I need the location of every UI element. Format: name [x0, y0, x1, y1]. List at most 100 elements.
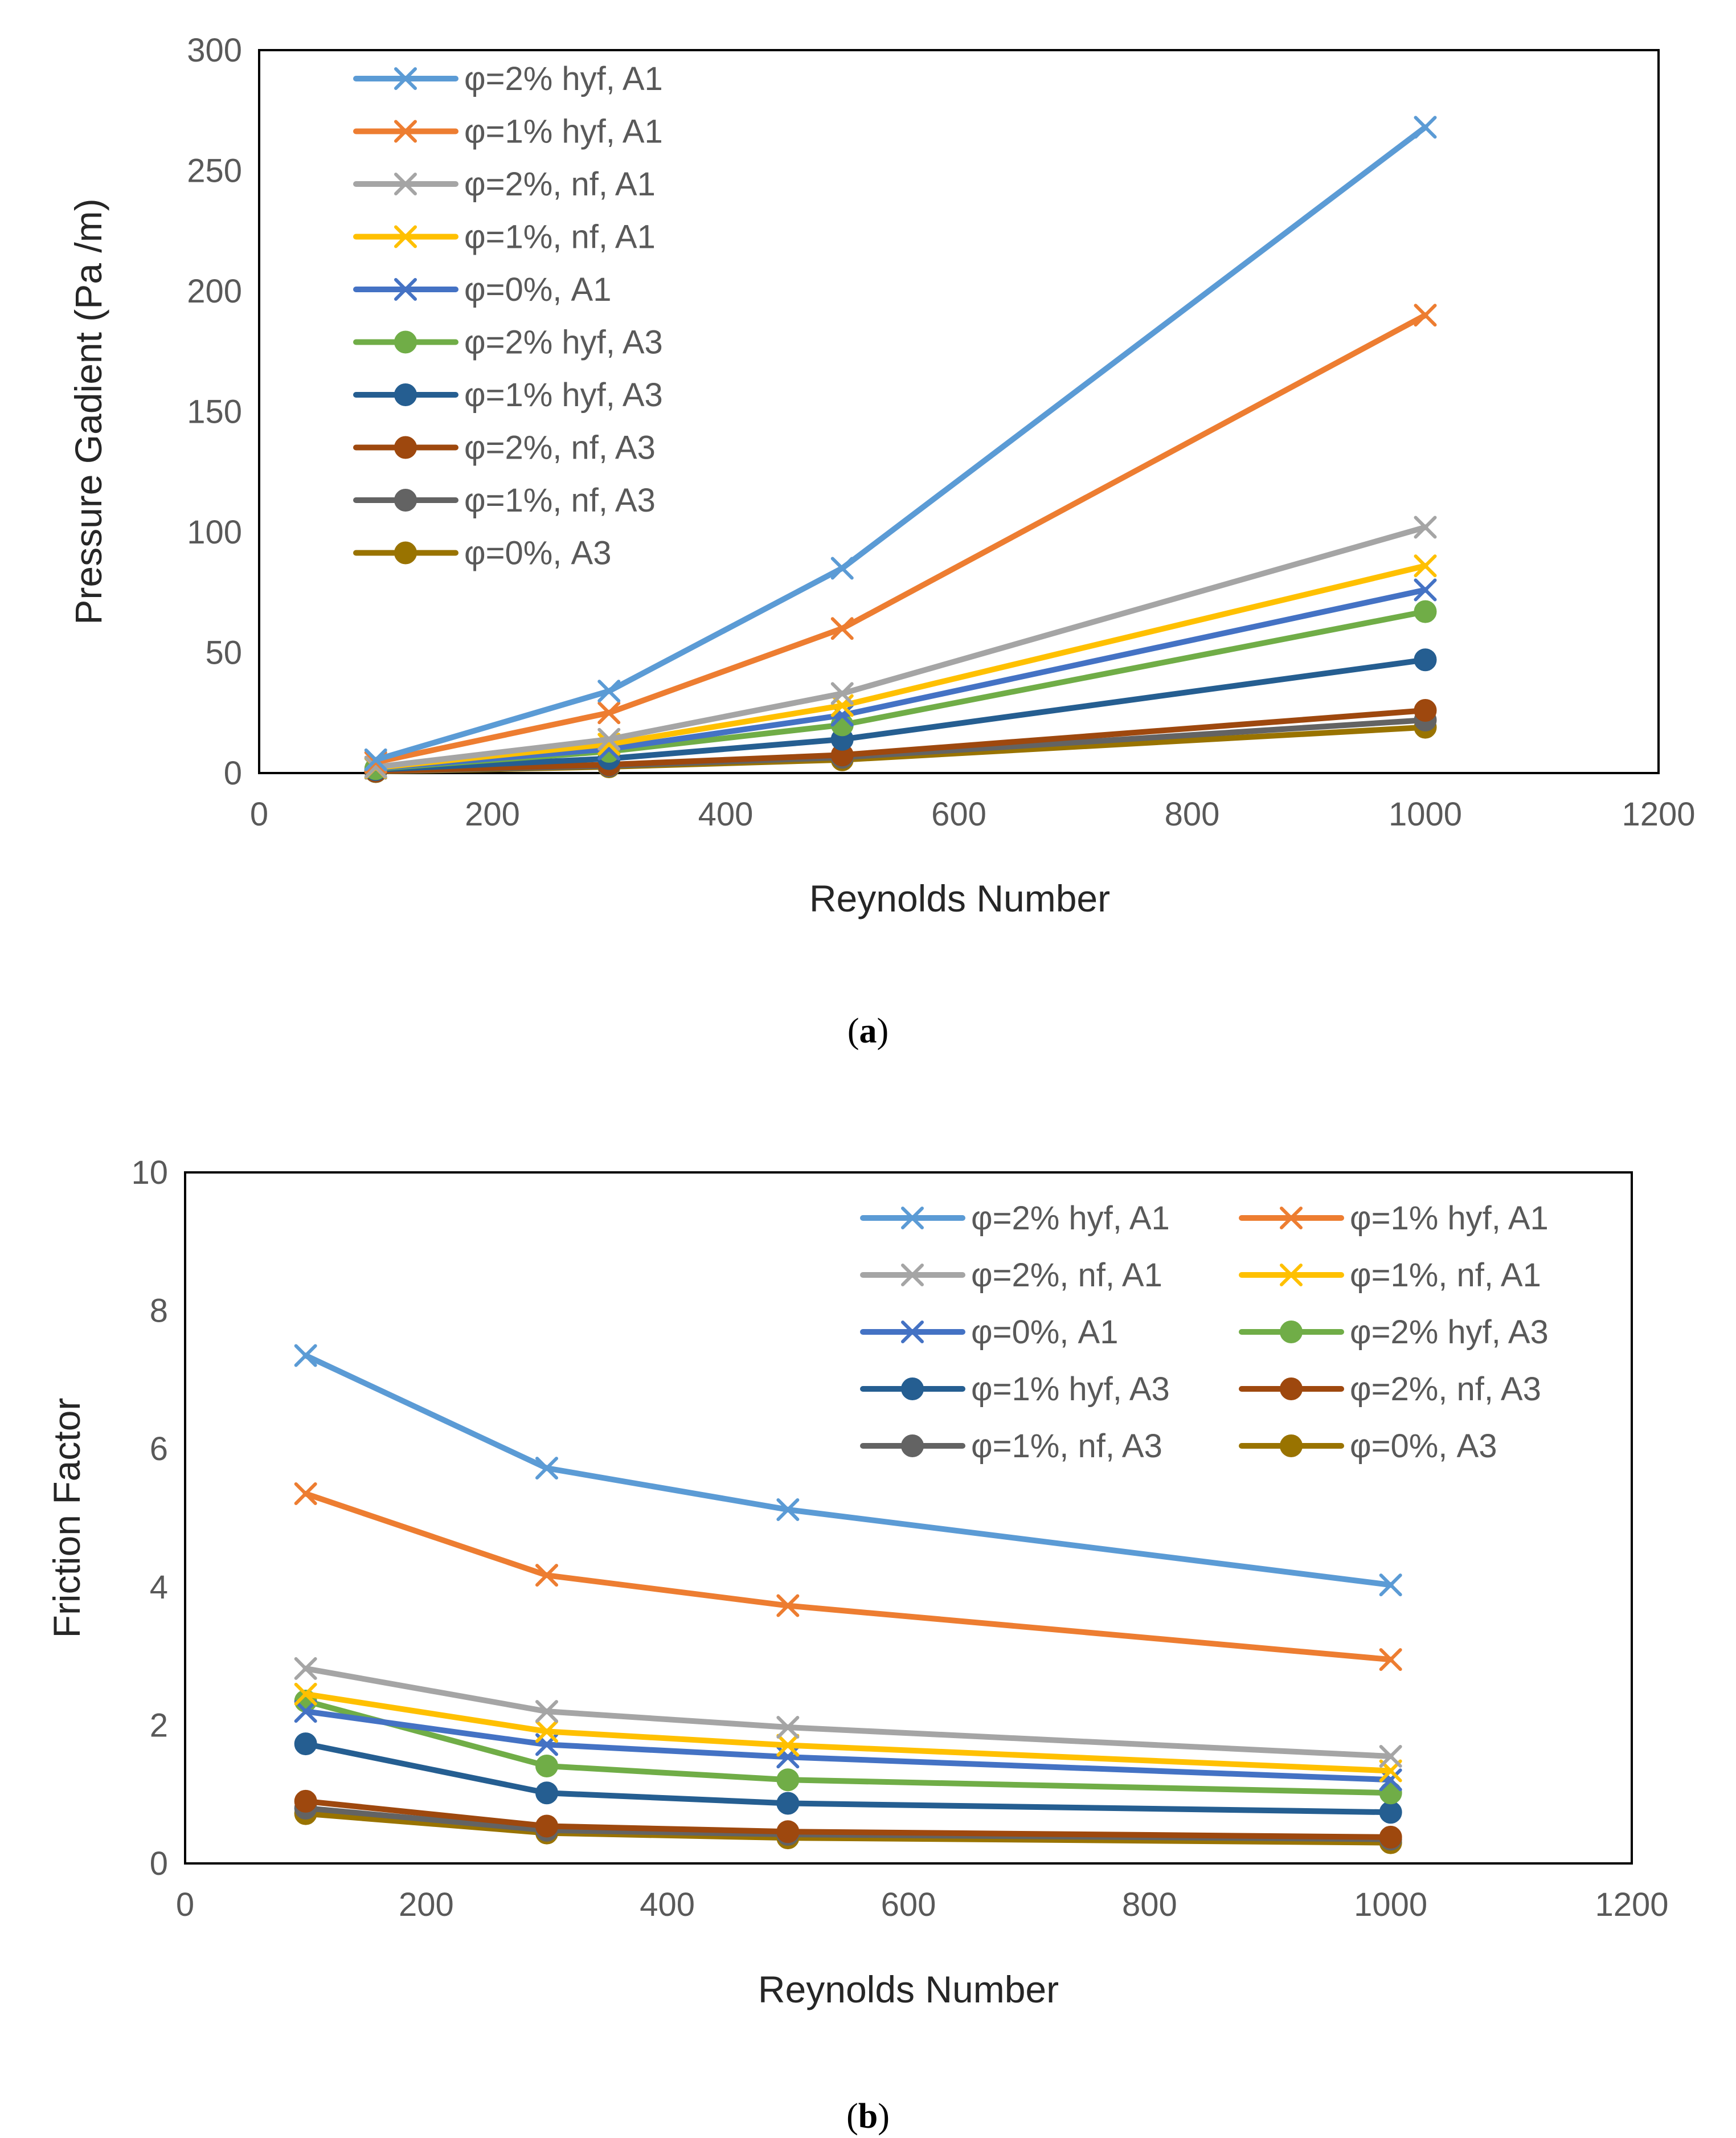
- x-tick-label: 1200: [1622, 796, 1695, 833]
- x-axis-title: Reynolds Number: [758, 1968, 1059, 2010]
- panel-label-letter: a: [859, 1012, 877, 1050]
- legend-label: φ=0%, A1: [971, 1314, 1118, 1351]
- data-point: [1414, 554, 1437, 578]
- data-point: [1379, 1825, 1402, 1849]
- legend-label: φ=2% hyf, A1: [971, 1200, 1170, 1237]
- series-4: [294, 1682, 1402, 1783]
- y-axis-title: Pressure Gadient (Pa /m): [67, 198, 109, 624]
- legend-marker: [901, 1377, 924, 1400]
- legend-label: φ=0%, A3: [464, 535, 611, 572]
- series-line: [302, 1352, 1394, 1588]
- x-axis-title: Reynolds Number: [809, 877, 1110, 919]
- series-3: [294, 1657, 1402, 1768]
- legend-item: φ=1% hyf, A1: [353, 113, 663, 150]
- legend: φ=2% hyf, A1 φ=1% hyf, A1 φ=2%, nf, A1 φ=1%…: [353, 60, 663, 572]
- y-tick-label: 250: [187, 153, 242, 190]
- data-point: [1414, 648, 1437, 672]
- data-point: [776, 1594, 800, 1617]
- data-point: [294, 1732, 317, 1756]
- legend-item: φ=2% hyf, A3: [353, 324, 663, 361]
- data-point: [597, 727, 621, 751]
- legend-marker: [394, 330, 417, 354]
- data-point: [1414, 578, 1437, 602]
- legend-item: φ=0%, A1: [353, 271, 611, 308]
- legend-label: φ=0%, A1: [464, 271, 611, 308]
- legend-marker: [394, 278, 417, 301]
- legend-marker: [394, 120, 417, 143]
- y-tick-label: 2: [150, 1707, 168, 1744]
- legend-item: φ=1%, nf, A3: [860, 1428, 1162, 1465]
- legend-item: φ=2% hyf, A1: [860, 1200, 1170, 1237]
- series-1: [364, 116, 1437, 771]
- legend-label: φ=2% hyf, A1: [464, 60, 663, 97]
- data-point: [294, 1344, 317, 1367]
- y-tick-label: 50: [205, 635, 242, 672]
- legend-marker: [394, 173, 417, 195]
- legend-marker: [394, 541, 417, 565]
- legend-label: φ=2%, nf, A3: [1350, 1371, 1541, 1408]
- data-point: [776, 1820, 800, 1843]
- series-line: [372, 708, 1428, 774]
- series-8: [294, 1789, 1402, 1849]
- legend-item: φ=0%, A3: [1239, 1428, 1497, 1465]
- data-point: [294, 1789, 317, 1813]
- legend-marker: [1280, 1264, 1303, 1286]
- legend-label: φ=1%, nf, A1: [464, 219, 656, 256]
- legend-marker: [394, 489, 417, 512]
- series-6: [294, 1689, 1402, 1805]
- legend-marker: [394, 67, 417, 90]
- series-5: [294, 1700, 1402, 1792]
- legend-item: φ=1% hyf, A1: [1239, 1200, 1549, 1237]
- legend-label: φ=1% hyf, A1: [1350, 1200, 1549, 1237]
- data-point: [1414, 600, 1437, 623]
- series-line: [302, 1708, 1394, 1783]
- legend-label: φ=2% hyf, A3: [464, 324, 663, 361]
- data-point: [1414, 304, 1437, 327]
- data-point: [294, 1700, 317, 1723]
- x-tick-label: 0: [176, 1886, 194, 1923]
- series-line: [302, 1741, 1394, 1816]
- y-tick-label: 4: [150, 1569, 168, 1606]
- data-point: [1379, 1744, 1402, 1768]
- y-tick-label: 0: [150, 1845, 168, 1882]
- data-point: [535, 1754, 558, 1777]
- legend-label: φ=1% hyf, A3: [464, 377, 663, 414]
- data-point: [776, 1768, 800, 1792]
- legend-label: φ=1%, nf, A3: [971, 1428, 1162, 1465]
- x-tick-label: 600: [881, 1886, 936, 1923]
- x-tick-label: 200: [399, 1886, 454, 1923]
- x-tick-label: 800: [1165, 796, 1220, 833]
- legend-marker: [394, 383, 417, 406]
- plot-area: [258, 49, 1660, 774]
- legend-item: φ=0%, A1: [860, 1314, 1118, 1351]
- x-tick-label: 600: [931, 796, 986, 833]
- legend-item: φ=2%, nf, A1: [860, 1257, 1162, 1294]
- legend-item: φ=2% hyf, A1: [353, 60, 663, 97]
- legend-item: φ=2% hyf, A3: [1239, 1314, 1549, 1351]
- data-point: [1379, 1648, 1402, 1671]
- legend-item: φ=2%, nf, A3: [353, 430, 656, 467]
- legend-item: φ=1%, nf, A3: [353, 482, 656, 519]
- legend-label: φ=2%, nf, A1: [971, 1257, 1162, 1294]
- data-point: [535, 1814, 558, 1838]
- y-tick-label: 200: [187, 273, 242, 310]
- legend-item: φ=2%, nf, A1: [353, 166, 656, 203]
- legend-marker: [1280, 1377, 1303, 1400]
- panel-label-letter: b: [858, 2097, 878, 2136]
- data-point: [1414, 699, 1437, 722]
- series-line: [302, 1810, 1394, 1846]
- legend-label: φ=1%, nf, A3: [464, 482, 656, 519]
- y-tick-label: 0: [224, 755, 242, 792]
- data-point: [597, 701, 621, 725]
- y-tick-label: 150: [187, 394, 242, 431]
- y-tick-label: 8: [150, 1293, 168, 1330]
- data-point: [1379, 1801, 1402, 1824]
- data-point: [535, 1564, 558, 1587]
- legend-item: φ=0%, A3: [353, 535, 611, 572]
- series-7: [294, 1732, 1402, 1824]
- data-point: [535, 1720, 558, 1743]
- series-line: [372, 124, 1428, 763]
- x-tick-label: 400: [640, 1886, 695, 1923]
- x-tick-label: 1000: [1389, 796, 1462, 833]
